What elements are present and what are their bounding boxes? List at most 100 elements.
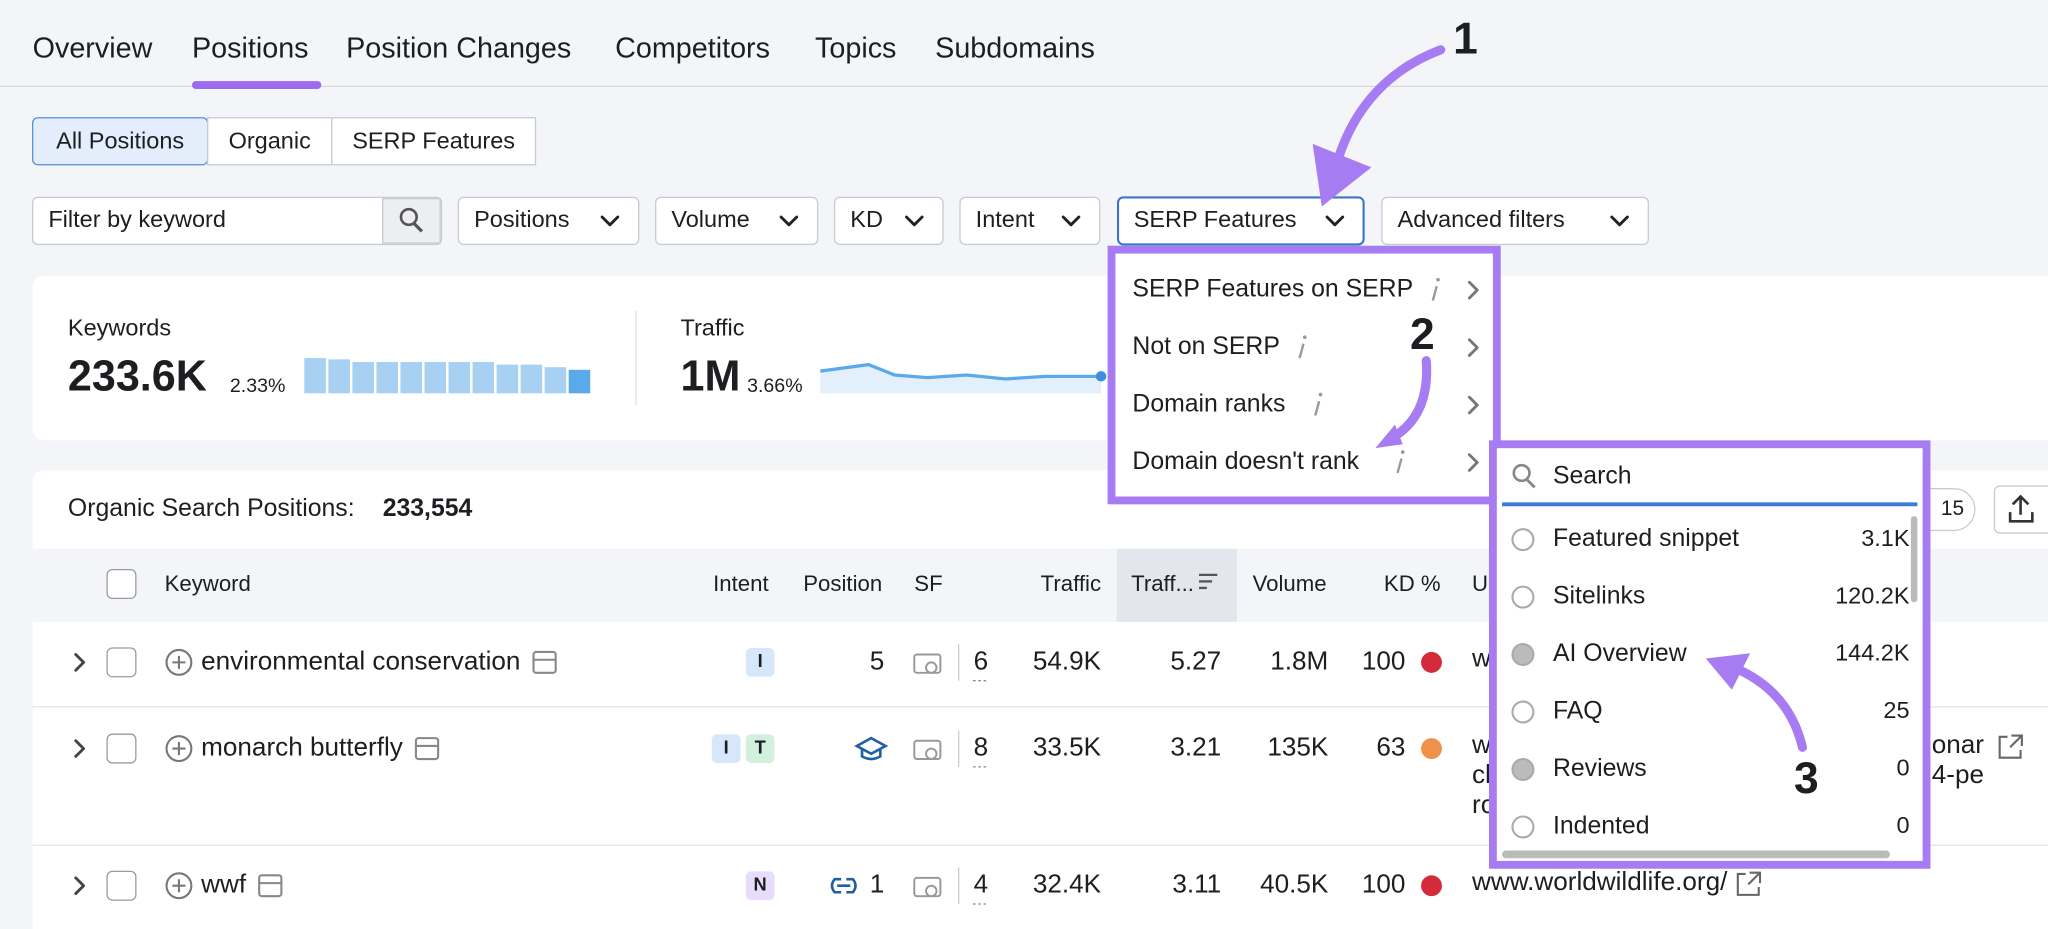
column-header[interactable]: Keyword xyxy=(165,571,251,596)
filter-dropdown[interactable] xyxy=(959,196,1101,246)
tab[interactable]: Competitors xyxy=(615,32,770,64)
sparkline-area xyxy=(820,364,1102,394)
annotation-number: 3 xyxy=(1794,754,1819,803)
chevron xyxy=(74,739,86,758)
filter-dropdown[interactable] xyxy=(833,196,944,246)
kd-dot xyxy=(1421,651,1442,673)
traffic-percent: 5.27 xyxy=(1170,645,1221,675)
feature-icon xyxy=(1511,643,1535,667)
filter-dropdown[interactable] xyxy=(1116,196,1365,246)
checkbox[interactable] xyxy=(106,568,137,600)
tab[interactable]: Overview xyxy=(33,32,153,64)
intent-badge xyxy=(711,734,741,763)
chevron xyxy=(1467,395,1479,415)
column-header[interactable]: Intent xyxy=(713,571,769,596)
filter-dropdown[interactable] xyxy=(457,196,640,246)
intent-label: I xyxy=(724,736,729,757)
subtab: Organic xyxy=(229,128,312,154)
annotation-number: 1 xyxy=(1453,15,1478,64)
table-title: Organic Search Positions: xyxy=(68,495,355,522)
kd-dot xyxy=(1421,875,1442,897)
serp-menu xyxy=(1107,245,1501,505)
sparkbar xyxy=(424,361,447,394)
filter-dropdown[interactable] xyxy=(655,196,819,246)
submenu-item[interactable]: Featured snippet xyxy=(1553,525,1739,552)
chevron xyxy=(1467,280,1479,300)
keyword-link[interactable]: wwf xyxy=(200,869,247,899)
submenu-item[interactable]: FAQ xyxy=(1553,698,1603,725)
tab[interactable]: Position Changes xyxy=(346,32,571,64)
checkbox[interactable] xyxy=(106,733,137,764)
menu-item[interactable]: Domain doesn't rank xyxy=(1132,448,1359,475)
position: 1 xyxy=(870,869,885,899)
column-header[interactable]: SF xyxy=(914,571,942,596)
menu-item[interactable]: Not on SERP xyxy=(1132,333,1279,360)
sparkbar xyxy=(400,361,423,394)
annotation-arrowhead xyxy=(1375,424,1403,449)
url-link[interactable]: cl xyxy=(1472,759,1491,789)
tab[interactable]: Subdomains xyxy=(935,32,1095,64)
filter-label: Positions xyxy=(474,206,569,232)
submenu-item[interactable]: Sitelinks xyxy=(1553,583,1645,610)
checkbox[interactable] xyxy=(106,647,137,678)
export-icon xyxy=(2008,494,2034,523)
url-link[interactable]: w xyxy=(1471,729,1491,759)
submenu-item[interactable]: Indented xyxy=(1553,812,1650,839)
summary-change: 2.33% xyxy=(230,375,286,397)
add-keyword-icon xyxy=(165,648,193,676)
checkbox[interactable] xyxy=(106,870,137,901)
info-icon xyxy=(1318,392,1323,397)
column-header[interactable]: Volume xyxy=(1253,571,1327,596)
search-button[interactable] xyxy=(382,198,441,244)
submenu-item[interactable]: Reviews xyxy=(1553,755,1647,782)
info-icon xyxy=(1436,277,1440,282)
volume: 1.8M xyxy=(1270,645,1328,675)
link-icon xyxy=(830,877,857,894)
summary-change: 3.66% xyxy=(747,375,803,397)
column-header[interactable]: Traff... xyxy=(1131,571,1194,596)
subtab-box[interactable] xyxy=(207,117,333,166)
menu-item[interactable]: Domain ranks xyxy=(1132,391,1285,418)
feature-icon xyxy=(1511,757,1535,781)
intent-label: T xyxy=(755,736,766,757)
intent-label: N xyxy=(754,874,767,895)
feature-icon xyxy=(1511,585,1535,609)
filter-label: SERP Features xyxy=(1134,206,1297,232)
filter-label: Volume xyxy=(671,206,749,232)
sparkbar xyxy=(352,361,374,394)
filter-label: Advanced filters xyxy=(1398,206,1565,232)
sf-icon xyxy=(913,653,942,674)
keyword-input[interactable] xyxy=(32,196,443,246)
chevron xyxy=(1061,215,1081,227)
submenu-count: 144.2K xyxy=(1835,640,1910,666)
sparkbar xyxy=(568,369,591,394)
sparkbar xyxy=(304,358,326,394)
url-link[interactable]: 4-pe xyxy=(1932,759,1984,789)
column-header[interactable]: Position xyxy=(803,571,882,596)
submenu-count: 25 xyxy=(1883,697,1909,723)
filter-label: Intent xyxy=(976,206,1035,232)
menu-item[interactable]: SERP Features on SERP xyxy=(1132,276,1413,303)
column-header[interactable]: KD % xyxy=(1384,571,1441,596)
info-icon xyxy=(1431,285,1438,301)
tab[interactable]: Positions xyxy=(192,32,309,64)
url-link[interactable]: onar xyxy=(1932,729,1985,759)
summary-card xyxy=(32,275,2048,441)
sf-count: 4 xyxy=(974,869,989,899)
sf-icon xyxy=(925,661,938,674)
url-link[interactable]: www.worldwildlife.org/ xyxy=(1471,866,1728,896)
serp-icon xyxy=(532,650,557,674)
keyword-link[interactable]: monarch butterfly xyxy=(201,731,403,761)
add-keyword-icon xyxy=(172,879,186,893)
feature-icon xyxy=(1511,700,1535,724)
keyword-link[interactable]: environmental conservation xyxy=(201,645,520,675)
tab[interactable]: Topics xyxy=(815,32,896,64)
column-header[interactable]: Traffic xyxy=(1041,571,1101,596)
url-link[interactable]: w xyxy=(1471,643,1491,673)
chevron xyxy=(600,215,620,227)
column-header[interactable]: U xyxy=(1472,571,1488,596)
filter-dropdown[interactable] xyxy=(1381,196,1649,246)
subtab-box[interactable] xyxy=(331,117,537,166)
submenu-item[interactable]: AI Overview xyxy=(1553,640,1687,667)
chevron xyxy=(1325,215,1345,227)
